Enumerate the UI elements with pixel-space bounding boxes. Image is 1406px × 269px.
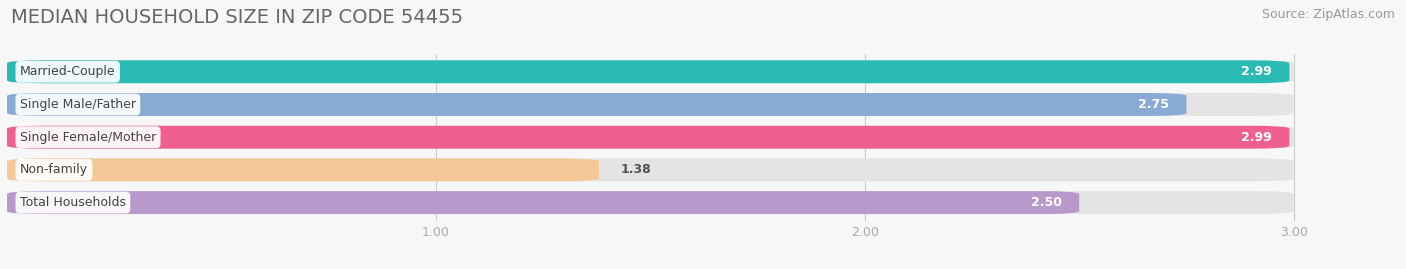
Text: MEDIAN HOUSEHOLD SIZE IN ZIP CODE 54455: MEDIAN HOUSEHOLD SIZE IN ZIP CODE 54455 — [11, 8, 464, 27]
Text: Single Female/Mother: Single Female/Mother — [20, 131, 156, 144]
Text: 2.75: 2.75 — [1139, 98, 1170, 111]
FancyBboxPatch shape — [7, 60, 1294, 83]
FancyBboxPatch shape — [7, 93, 1294, 116]
Text: 1.38: 1.38 — [620, 163, 651, 176]
Text: 2.99: 2.99 — [1241, 65, 1272, 78]
Text: Non-family: Non-family — [20, 163, 89, 176]
FancyBboxPatch shape — [7, 191, 1080, 214]
FancyBboxPatch shape — [7, 158, 1294, 181]
FancyBboxPatch shape — [7, 93, 1187, 116]
FancyBboxPatch shape — [7, 158, 599, 181]
FancyBboxPatch shape — [7, 60, 1289, 83]
FancyBboxPatch shape — [7, 126, 1289, 149]
Text: Source: ZipAtlas.com: Source: ZipAtlas.com — [1261, 8, 1395, 21]
FancyBboxPatch shape — [7, 126, 1294, 149]
Text: 2.50: 2.50 — [1031, 196, 1062, 209]
Text: Total Households: Total Households — [20, 196, 127, 209]
Text: Single Male/Father: Single Male/Father — [20, 98, 136, 111]
FancyBboxPatch shape — [7, 191, 1294, 214]
Text: Married-Couple: Married-Couple — [20, 65, 115, 78]
Text: 2.99: 2.99 — [1241, 131, 1272, 144]
